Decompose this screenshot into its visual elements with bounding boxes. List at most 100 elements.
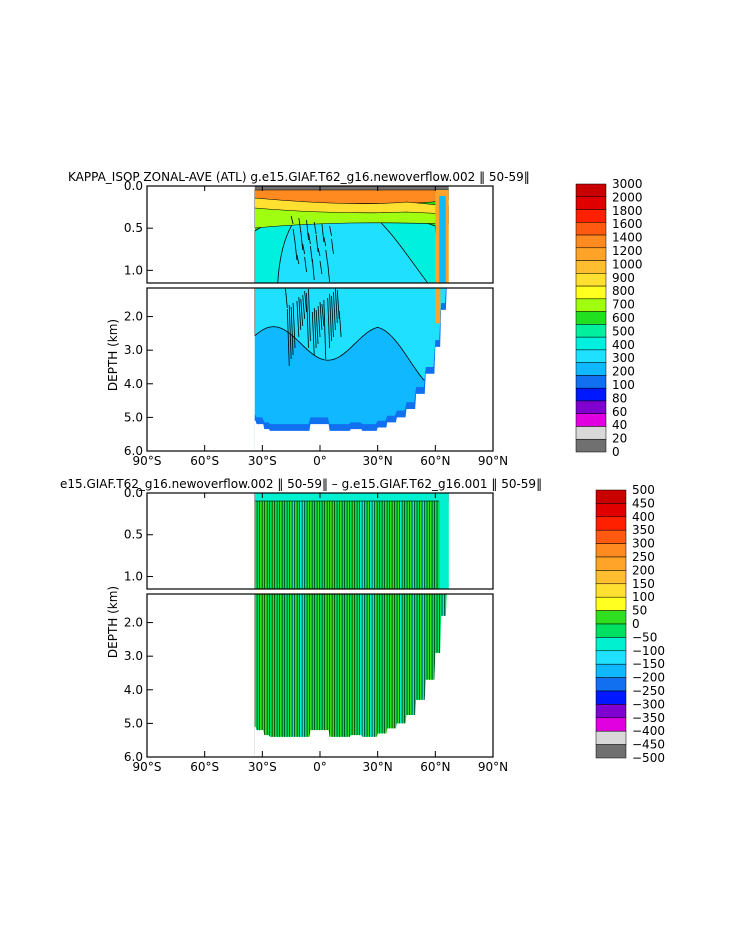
stripe — [267, 501, 270, 589]
colorbar-swatch — [595, 730, 627, 745]
stripe — [414, 594, 418, 757]
colorbar-label: 900 — [612, 271, 635, 285]
land-mask — [147, 594, 255, 757]
stripe — [259, 594, 263, 757]
stripe — [422, 594, 425, 757]
contour-line — [329, 225, 332, 237]
colorbar-label: 300 — [632, 537, 655, 551]
colorbar-swatch — [575, 183, 607, 198]
stripe — [262, 594, 265, 757]
colorbar-swatch — [575, 426, 607, 440]
colorbar-swatch — [575, 413, 607, 427]
difference-panel: e15.GIAF.T62_g16.newoverflow.002 ‖ 50-59… — [60, 477, 665, 774]
colorbar-swatch — [575, 260, 607, 274]
colorbar-label: 40 — [612, 418, 627, 432]
stripe — [409, 501, 413, 589]
colorbar-swatch — [575, 336, 607, 351]
contour-line — [325, 249, 329, 265]
y-tick-label: 1.0 — [124, 263, 143, 277]
colorbar-swatch — [575, 387, 607, 402]
contour-line — [323, 299, 327, 360]
y-tick-label: 0.5 — [124, 221, 143, 235]
stripe — [362, 594, 365, 757]
x-tick-label: 90°N — [478, 760, 508, 774]
colorbar-label: 100 — [632, 590, 655, 604]
stripe — [282, 501, 285, 589]
stripe — [347, 501, 350, 589]
stripe — [254, 594, 258, 757]
contour-line — [285, 288, 288, 309]
stripe — [382, 594, 385, 757]
stripe — [354, 501, 358, 589]
colorbar-swatch — [575, 234, 607, 249]
stripe — [332, 501, 335, 589]
colorbar-label: 0 — [612, 445, 620, 459]
stripe — [372, 501, 375, 589]
x-tick-label: 30°S — [248, 760, 277, 774]
stripe — [419, 501, 423, 589]
x-tick-label: 60°S — [190, 454, 219, 468]
stripe — [322, 501, 325, 589]
colorbar-swatch — [595, 516, 627, 531]
contour-line — [288, 304, 292, 360]
stripe — [367, 501, 370, 589]
stripe — [312, 501, 315, 589]
colorbar-swatch — [595, 529, 627, 544]
stripe — [402, 594, 405, 757]
contour-line — [290, 306, 294, 356]
contour-line — [302, 294, 306, 320]
y-tick-label: 4.0 — [124, 377, 143, 391]
stripe — [379, 594, 383, 757]
stripe — [384, 594, 388, 757]
stripe — [319, 501, 323, 589]
land-mask — [448, 288, 493, 451]
x-tick-label: 30°N — [363, 454, 393, 468]
x-tick-label: 60°N — [420, 760, 450, 774]
colorbar-label: 50 — [632, 604, 647, 618]
stripe — [277, 501, 280, 589]
colorbar-swatch — [575, 349, 607, 363]
y-tick-label: 1.0 — [124, 569, 143, 583]
stripe — [422, 501, 425, 589]
colorbar-swatch — [575, 222, 607, 236]
colorbar-swatch — [595, 650, 627, 665]
stripe — [337, 594, 340, 757]
upper-field — [147, 493, 493, 589]
field-north — [439, 493, 449, 589]
stripe — [352, 594, 355, 757]
contour-line — [300, 230, 304, 251]
stripe — [412, 594, 415, 757]
stripe — [257, 594, 260, 757]
x-tick-label: 90°N — [478, 454, 508, 468]
stripe — [334, 501, 338, 589]
stripe — [394, 501, 398, 589]
stripe — [377, 594, 380, 757]
colorbar-label: −200 — [632, 671, 665, 685]
stripe — [374, 594, 378, 757]
stripe — [369, 501, 373, 589]
contour-line — [313, 307, 317, 349]
colorbar-swatch — [575, 285, 607, 300]
contour-line — [308, 232, 311, 245]
upper-field — [147, 186, 493, 283]
stripe — [419, 594, 423, 757]
y-tick-label: 0.0 — [124, 179, 143, 193]
colorbar-label: −500 — [632, 751, 665, 765]
y-axis-label: DEPTH (km) — [106, 319, 120, 391]
stripe — [364, 501, 368, 589]
colorbar-label: 1600 — [612, 217, 643, 231]
colorbar-swatch — [575, 196, 607, 210]
stripe — [307, 501, 310, 589]
colorbar-label: 80 — [612, 391, 627, 405]
stripe — [357, 501, 360, 589]
y-tick-label: 2.0 — [124, 616, 143, 630]
stripe — [287, 501, 290, 589]
contour-line — [290, 215, 294, 225]
contour-line — [311, 311, 315, 356]
colorbar-label: 500 — [632, 483, 655, 497]
stripe — [329, 501, 333, 589]
colorbar-label: 60 — [612, 405, 627, 419]
stripe — [434, 501, 438, 589]
stripe — [352, 501, 355, 589]
colorbar-swatch — [575, 400, 607, 414]
